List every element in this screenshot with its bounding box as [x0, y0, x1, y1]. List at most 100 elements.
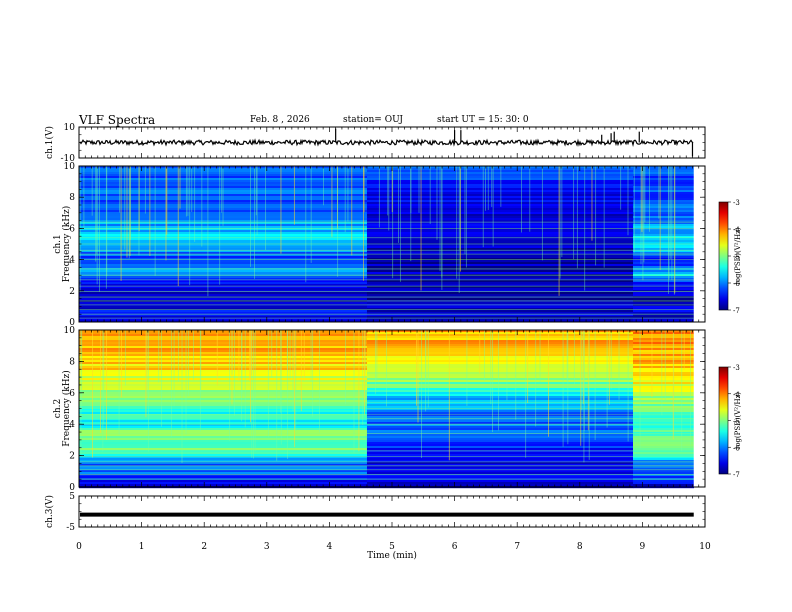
spectrogram-band	[79, 206, 368, 209]
spectrogram-band	[633, 426, 695, 429]
spectrogram-band	[366, 458, 634, 461]
spectrogram-band	[366, 266, 634, 269]
spectrogram-band	[366, 350, 634, 353]
spectrogram-band	[633, 244, 695, 247]
spectrogram-band	[366, 370, 634, 373]
spectrogram-band	[366, 178, 634, 181]
spectrogram-band	[79, 380, 368, 383]
spectrogram-band	[366, 392, 634, 395]
spectrogram-band	[633, 436, 695, 439]
spectrogram-band	[366, 320, 634, 323]
spectrogram-band	[79, 196, 368, 199]
spectrogram-band	[79, 202, 368, 205]
spectrogram-band	[633, 292, 695, 295]
spectrogram-band	[79, 424, 368, 427]
spectrogram-band	[366, 404, 634, 407]
spectrogram-band	[79, 396, 368, 399]
spectrogram-band	[79, 472, 368, 475]
spectrogram-band	[366, 302, 634, 305]
spectrogram-band	[633, 298, 695, 301]
spectrogram-band	[79, 316, 368, 319]
spectrogram-band	[633, 178, 695, 181]
spectrogram-band	[633, 336, 695, 339]
spectrogram-band	[633, 266, 695, 269]
spectrogram-band	[366, 388, 634, 391]
spectrogram-band	[79, 436, 368, 439]
spectrogram-band	[366, 366, 634, 369]
y-tick-label: 10	[64, 162, 76, 172]
spectrogram-band	[79, 434, 368, 437]
spectrogram-band	[79, 172, 368, 175]
spectrogram-band	[366, 168, 634, 171]
spectrogram-band	[79, 364, 368, 367]
spectrogram-band	[633, 222, 695, 225]
y-axis-label: ch.3(V)	[44, 495, 55, 528]
spectrogram-band	[633, 464, 695, 467]
spectrogram-band	[633, 430, 695, 433]
spectrogram-band	[366, 378, 634, 381]
spectrogram-band	[633, 456, 695, 459]
spectrogram-band	[79, 422, 368, 425]
y-tick-label: 8	[69, 357, 75, 367]
spectrogram-band	[79, 462, 368, 465]
spectrogram-band	[79, 278, 368, 281]
spectrogram-band	[366, 398, 634, 401]
spectrogram-band	[633, 474, 695, 477]
spectrogram-band	[366, 188, 634, 191]
y-axis-label: ch.2	[53, 399, 63, 418]
spectrogram-band	[633, 344, 695, 347]
spectrogram-band	[79, 440, 368, 443]
spectrogram-band	[79, 406, 368, 409]
spectrogram-band	[366, 352, 634, 355]
spectrogram-band	[366, 348, 634, 351]
spectrogram-band	[79, 394, 368, 397]
y-tick-label: 8	[69, 193, 75, 203]
x-tick-label: 0	[76, 542, 82, 552]
spectrogram-band	[633, 422, 695, 425]
spectrogram-band	[633, 354, 695, 357]
spectrogram-band	[633, 282, 695, 285]
spectrogram-band	[633, 210, 695, 213]
spectrogram-band	[79, 354, 368, 357]
spectrogram-band	[633, 166, 695, 169]
spectrogram-band	[633, 350, 695, 353]
spectrogram-band	[366, 246, 634, 249]
spectrogram-band	[366, 280, 634, 283]
spectrogram-band	[633, 278, 695, 281]
spectrogram-band	[79, 378, 368, 381]
spectrogram-band	[366, 394, 634, 397]
spectrogram-band	[79, 188, 368, 191]
spectrogram-band	[79, 210, 368, 213]
spectrogram-band	[633, 318, 695, 321]
spectrogram-band	[366, 386, 634, 389]
spectrogram-band	[79, 332, 368, 335]
spectrogram-band	[633, 482, 695, 485]
y-axis-label: ch.1	[53, 234, 63, 253]
spectrogram-band	[633, 272, 695, 275]
spectrogram-band	[633, 270, 695, 273]
spectrogram-band	[79, 474, 368, 477]
spectrogram-band	[366, 344, 634, 347]
spectrogram-band	[366, 288, 634, 291]
spectrogram-band	[633, 250, 695, 253]
spectrogram-band	[79, 204, 368, 207]
spectrogram-band	[79, 404, 368, 407]
spectrogram-band	[366, 208, 634, 211]
spectrogram-band	[633, 320, 695, 323]
spectrogram-band	[79, 238, 368, 241]
colorbar-tick-label: -3	[733, 364, 740, 372]
spectrogram-band	[366, 390, 634, 393]
spectrogram-band	[366, 234, 634, 237]
spectrogram-band	[79, 260, 368, 263]
spectrogram-band	[79, 468, 368, 471]
y-tick-label: 10	[64, 326, 76, 336]
spectrogram-band	[79, 412, 368, 415]
spectrogram-band	[79, 174, 368, 177]
spectrogram-band	[633, 200, 695, 203]
spectrogram-band	[366, 464, 634, 467]
spectrogram-band	[366, 410, 634, 413]
spectrogram-band	[366, 276, 634, 279]
spectrogram-band	[366, 380, 634, 383]
spectrogram-band	[633, 182, 695, 185]
no-data-area	[693, 330, 705, 487]
